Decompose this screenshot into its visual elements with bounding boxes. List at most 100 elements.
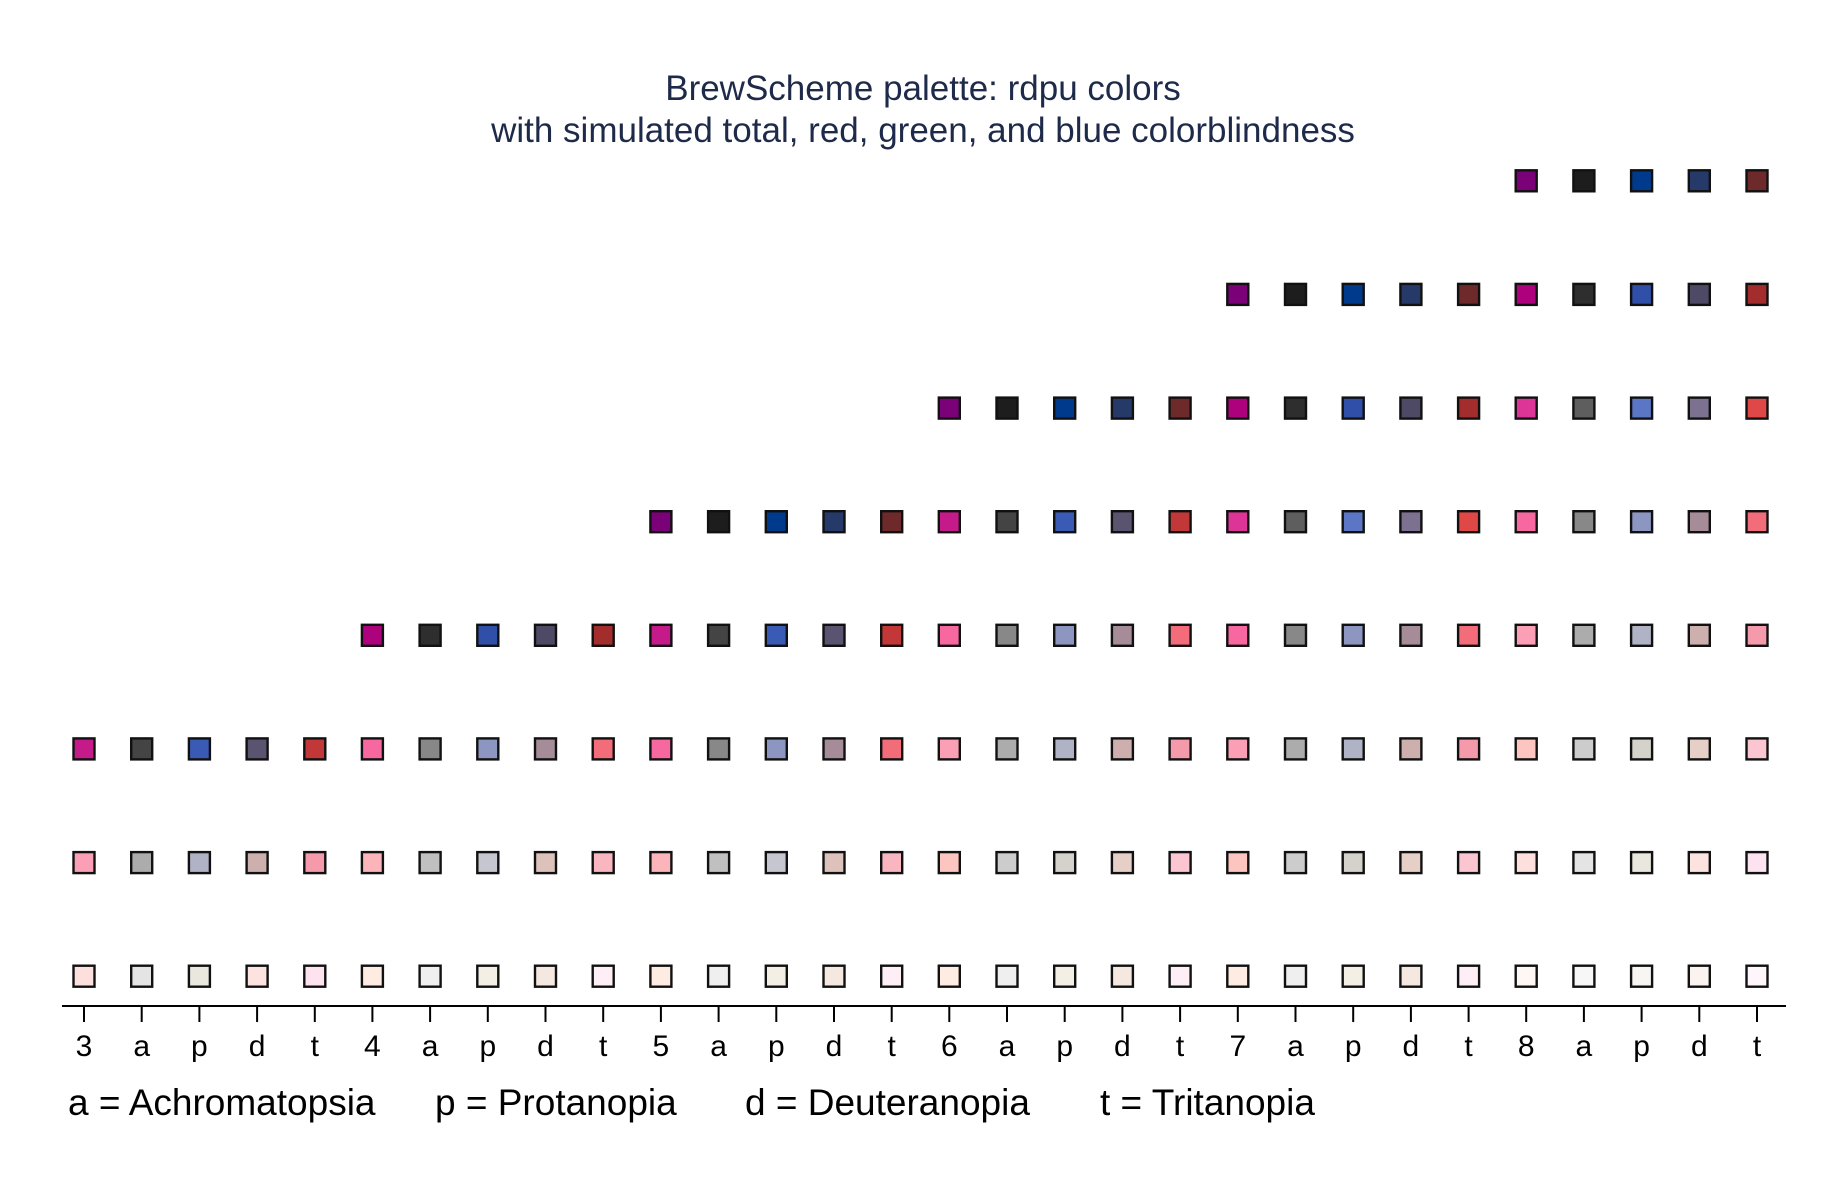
color-marker [1572,282,1596,307]
legend-item-protanopia: p = Protanopia [435,1082,677,1123]
color-marker [995,850,1019,875]
color-marker [360,737,385,761]
color-marker [1399,737,1423,761]
color-marker [1687,964,1712,988]
color-marker [1110,737,1135,761]
color-marker [591,737,615,761]
color-marker [1456,737,1481,761]
x-tick-label: d [1114,1030,1131,1063]
color-marker [1514,510,1538,534]
color-marker [1399,510,1423,534]
color-marker [1399,282,1423,307]
color-marker [1341,737,1365,761]
color-marker [476,964,500,988]
color-marker [1629,850,1654,875]
color-marker [1226,850,1250,875]
color-marker [995,737,1019,761]
x-tick-label: t [1464,1030,1473,1063]
color-marker [303,964,327,988]
color-marker [187,850,212,875]
color-marker [1341,964,1365,988]
color-marker [360,850,385,875]
color-marker [880,510,904,534]
color-marker [129,737,154,761]
x-tick-label: a [1576,1030,1593,1063]
x-tick-label: a [999,1030,1016,1063]
color-marker [1514,169,1538,193]
color-marker [1629,169,1654,193]
color-marker [995,396,1019,420]
color-marker [1629,623,1654,647]
color-marker [1110,964,1135,988]
color-marker [1110,396,1135,420]
color-marker [649,623,673,647]
x-tick-label: d [1691,1030,1708,1063]
color-marker [72,964,96,988]
color-marker [418,964,442,988]
x-tick-label: p [768,1030,785,1063]
color-marker [1745,396,1769,420]
color-marker [1456,510,1481,534]
color-marker [1341,282,1365,307]
color-marker [1399,623,1423,647]
color-marker [1687,282,1712,307]
x-tick-label: a [710,1030,727,1063]
color-marker [1629,964,1654,988]
x-tick-label: t [1753,1030,1762,1063]
color-marker [1283,510,1308,534]
color-marker [187,964,212,988]
color-marker [1168,396,1192,420]
color-marker [822,964,846,988]
color-marker [649,850,673,875]
color-marker [706,510,731,534]
color-marker [822,510,846,534]
color-marker [1341,396,1365,420]
color-marker [649,964,673,988]
color-marker [418,850,442,875]
color-marker [1745,737,1769,761]
color-marker [1514,964,1538,988]
color-marker [1052,396,1077,420]
color-marker [1052,850,1077,875]
x-tick-label: 4 [364,1030,381,1063]
color-marker [1226,396,1250,420]
chart-title: BrewScheme palette: rdpu colors [665,69,1181,108]
x-tick-label: p [191,1030,208,1063]
color-marker [303,850,327,875]
color-marker [1168,964,1192,988]
color-marker [476,850,500,875]
color-marker [1168,850,1192,875]
color-marker [1745,623,1769,647]
color-marker [764,737,788,761]
color-marker [1687,396,1712,420]
color-marker [764,510,788,534]
color-marker [1168,623,1192,647]
color-marker [1514,282,1538,307]
color-marker [1052,737,1077,761]
color-marker [1399,850,1423,875]
color-marker [1629,510,1654,534]
color-marker [533,850,558,875]
x-tick-label: a [133,1030,150,1063]
x-tick-label: t [888,1030,897,1063]
color-marker [187,737,212,761]
x-tick-label: 3 [76,1030,93,1063]
color-marker [1572,169,1596,193]
color-marker [880,623,904,647]
color-marker [1283,850,1308,875]
color-marker [1514,396,1538,420]
x-tick-label: p [1345,1030,1362,1063]
legend-item-deuteranopia: d = Deuteranopia [745,1082,1030,1123]
color-marker [1687,737,1712,761]
marker-group [72,169,1769,988]
color-marker [418,623,442,647]
x-tick-label: a [1287,1030,1304,1063]
color-marker [1572,850,1596,875]
x-tick-label: d [537,1030,554,1063]
color-marker [476,737,500,761]
color-marker [1110,510,1135,534]
color-marker [1110,850,1135,875]
x-tick-label: t [311,1030,320,1063]
color-marker [706,737,731,761]
color-marker [1514,737,1538,761]
